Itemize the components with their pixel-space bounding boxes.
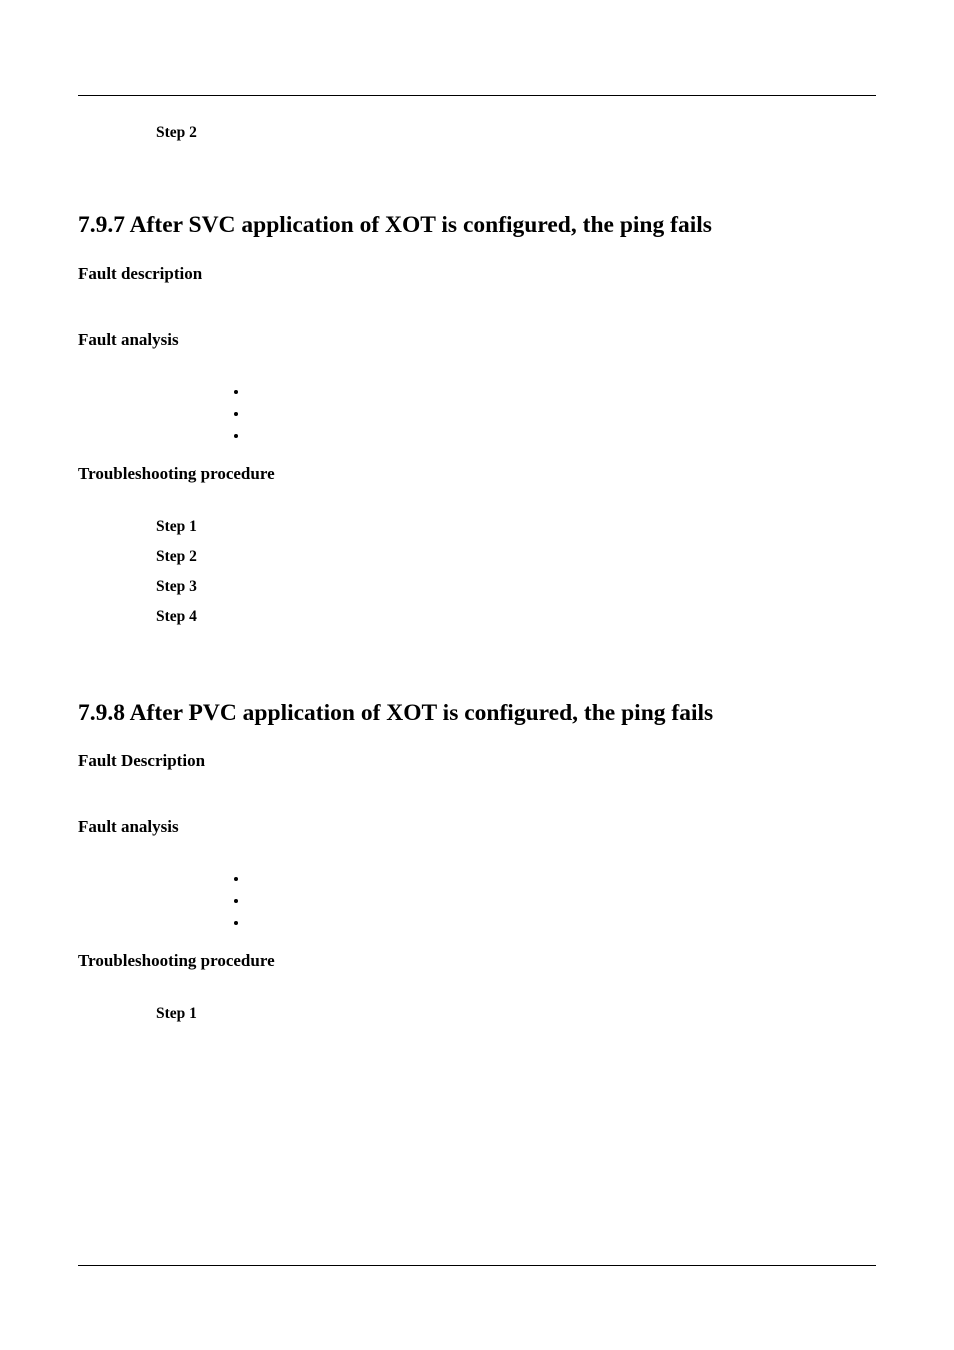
page-content: Step 2 7.9.7 After SVC application of XO… bbox=[0, 0, 954, 1095]
step-label: Step 4 bbox=[156, 608, 876, 626]
section-heading-798: 7.9.8 After PVC application of XOT is co… bbox=[78, 698, 876, 730]
fault-analysis-bullets-797 bbox=[248, 384, 876, 450]
troubleshooting-label-798: Troubleshooting procedure bbox=[78, 951, 876, 971]
bullet-item bbox=[248, 893, 876, 915]
fault-analysis-bullets-798 bbox=[248, 871, 876, 937]
step-label: Step 3 bbox=[156, 578, 876, 596]
fault-analysis-label-798: Fault analysis bbox=[78, 817, 876, 837]
fault-description-label-797: Fault description bbox=[78, 264, 876, 284]
step-label: Step 2 bbox=[156, 548, 876, 566]
bullet-item bbox=[248, 428, 876, 450]
bullet-item bbox=[248, 915, 876, 937]
fault-description-label-798: Fault Description bbox=[78, 751, 876, 771]
bullet-item bbox=[248, 406, 876, 428]
fault-analysis-label-797: Fault analysis bbox=[78, 330, 876, 350]
bottom-horizontal-rule bbox=[78, 1265, 876, 1266]
bullet-item bbox=[248, 384, 876, 406]
top-horizontal-rule bbox=[78, 95, 876, 96]
section-heading-797: 7.9.7 After SVC application of XOT is co… bbox=[78, 210, 876, 242]
step-label-top: Step 2 bbox=[156, 124, 876, 142]
bullet-item bbox=[248, 871, 876, 893]
step-label: Step 1 bbox=[156, 518, 876, 536]
troubleshooting-label-797: Troubleshooting procedure bbox=[78, 464, 876, 484]
troubleshooting-steps-797: Step 1 Step 2 Step 3 Step 4 bbox=[156, 518, 876, 626]
troubleshooting-steps-798: Step 1 bbox=[156, 1005, 876, 1023]
step-label: Step 1 bbox=[156, 1005, 876, 1023]
